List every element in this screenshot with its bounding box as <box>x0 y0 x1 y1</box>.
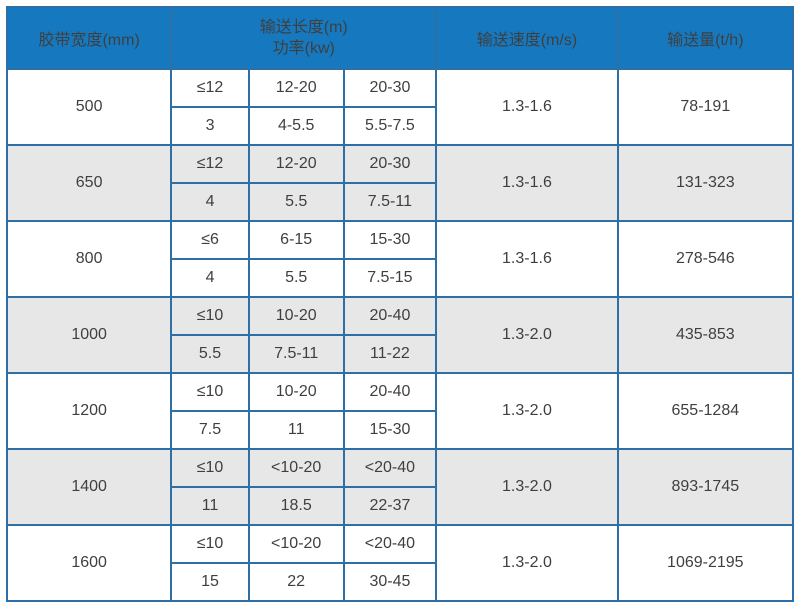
row-group-1000: 1000 ≤10 10-20 20-40 1.3-2.0 435-853 5.5… <box>5 296 795 374</box>
length-cell: ≤10 <box>170 524 250 564</box>
table-row: 1400 ≤10 <10-20 <20-40 1.3-2.0 893-1745 <box>5 448 795 526</box>
power-cell: 30-45 <box>342 562 438 602</box>
power-cell: 5.5 <box>170 334 250 374</box>
length-cell: <20-40 <box>342 448 438 488</box>
power-cell: 11 <box>170 486 250 526</box>
power-cell: 15-30 <box>342 410 438 450</box>
power-cell: 11-22 <box>342 334 438 374</box>
row-group-650: 650 ≤12 12-20 20-30 1.3-1.6 131-323 4 5.… <box>5 144 795 222</box>
power-cell: 4 <box>170 258 250 298</box>
header-capacity: 输送量(t/h) <box>616 6 795 70</box>
row-group-800: 800 ≤6 6-15 15-30 1.3-1.6 278-546 4 5.5 … <box>5 220 795 298</box>
length-cell: 20-40 <box>342 296 438 336</box>
length-cell: ≤10 <box>170 372 250 412</box>
table-row: 11 18.5 22-37 <box>7 486 793 526</box>
power-cell: 11 <box>247 410 345 450</box>
table-row: 5.5 7.5-11 11-22 <box>7 334 793 374</box>
table-row: 1000 ≤10 10-20 20-40 1.3-2.0 435-853 <box>5 296 795 374</box>
table-row: 4 5.5 7.5-11 <box>7 182 793 222</box>
length-cell: 20-30 <box>342 68 438 108</box>
table-header: 胶带宽度(mm) 输送长度(m) 功率(kw) 输送速度(m/s) 输送量(t/… <box>5 6 795 70</box>
length-cell: ≤10 <box>170 296 250 336</box>
speed-cell: 1.3-1.6 <box>435 68 619 146</box>
speed-cell: 1.3-1.6 <box>435 144 619 222</box>
length-cell: 10-20 <box>247 372 345 412</box>
power-cell: 22 <box>247 562 345 602</box>
length-cell: 12-20 <box>247 144 345 184</box>
length-cell: <10-20 <box>247 448 345 488</box>
table-row: 1600 ≤10 <10-20 <20-40 1.3-2.0 1069-2195 <box>5 524 795 602</box>
belt-width-cell: 500 <box>5 68 173 146</box>
length-cell: ≤12 <box>170 68 250 108</box>
table-row: 7.5 11 15-30 <box>7 410 793 450</box>
capacity-cell: 1069-2195 <box>616 524 795 602</box>
power-cell: 4-5.5 <box>247 106 345 146</box>
capacity-cell: 655-1284 <box>616 372 795 450</box>
table-row: 4 5.5 7.5-15 <box>7 258 793 298</box>
header-length-line: 输送长度(m) <box>259 19 348 36</box>
power-cell: 4 <box>170 182 250 222</box>
speed-cell: 1.3-2.0 <box>435 296 619 374</box>
power-cell: 7.5-15 <box>342 258 438 298</box>
length-cell: 20-40 <box>342 372 438 412</box>
length-cell: 10-20 <box>247 296 345 336</box>
belt-width-cell: 1000 <box>5 296 173 374</box>
table-row: 1200 ≤10 10-20 20-40 1.3-2.0 655-1284 <box>5 372 795 450</box>
row-group-500: 500 ≤12 12-20 20-30 1.3-1.6 78-191 3 4-5… <box>5 68 795 146</box>
length-cell: <10-20 <box>247 524 345 564</box>
power-cell: 22-37 <box>342 486 438 526</box>
table-row: 3 4-5.5 5.5-7.5 <box>7 106 793 146</box>
length-cell: ≤12 <box>170 144 250 184</box>
power-cell: 5.5 <box>247 182 345 222</box>
belt-width-cell: 1200 <box>5 372 173 450</box>
power-cell: 5.5-7.5 <box>342 106 438 146</box>
length-cell: <20-40 <box>342 524 438 564</box>
capacity-cell: 131-323 <box>616 144 795 222</box>
table-row: 800 ≤6 6-15 15-30 1.3-1.6 278-546 <box>5 220 795 298</box>
belt-width-cell: 650 <box>5 144 173 222</box>
length-cell: 6-15 <box>247 220 345 260</box>
power-cell: 7.5-11 <box>342 182 438 222</box>
conveyor-spec-table: 胶带宽度(mm) 输送长度(m) 功率(kw) 输送速度(m/s) 输送量(t/… <box>5 6 795 602</box>
table-row: 500 ≤12 12-20 20-30 1.3-1.6 78-191 <box>5 68 795 146</box>
speed-cell: 1.3-1.6 <box>435 220 619 298</box>
length-cell: 15-30 <box>342 220 438 260</box>
capacity-cell: 435-853 <box>616 296 795 374</box>
header-power-line: 功率(kw) <box>272 40 335 57</box>
header-length-power: 输送长度(m) 功率(kw) <box>170 6 438 70</box>
belt-width-cell: 1400 <box>5 448 173 526</box>
power-cell: 15 <box>170 562 250 602</box>
length-cell: ≤6 <box>170 220 250 260</box>
speed-cell: 1.3-2.0 <box>435 524 619 602</box>
row-group-1200: 1200 ≤10 10-20 20-40 1.3-2.0 655-1284 7.… <box>5 372 795 450</box>
row-group-1400: 1400 ≤10 <10-20 <20-40 1.3-2.0 893-1745 … <box>5 448 795 526</box>
belt-width-cell: 800 <box>5 220 173 298</box>
power-cell: 18.5 <box>247 486 345 526</box>
length-cell: 20-30 <box>342 144 438 184</box>
power-cell: 7.5 <box>170 410 250 450</box>
header-speed: 输送速度(m/s) <box>435 6 619 70</box>
length-cell: 12-20 <box>247 68 345 108</box>
speed-cell: 1.3-2.0 <box>435 372 619 450</box>
table-row: 650 ≤12 12-20 20-30 1.3-1.6 131-323 <box>5 144 795 222</box>
capacity-cell: 893-1745 <box>616 448 795 526</box>
capacity-cell: 278-546 <box>616 220 795 298</box>
header-belt-width: 胶带宽度(mm) <box>5 6 173 70</box>
speed-cell: 1.3-2.0 <box>435 448 619 526</box>
belt-width-cell: 1600 <box>5 524 173 602</box>
power-cell: 7.5-11 <box>247 334 345 374</box>
power-cell: 5.5 <box>247 258 345 298</box>
power-cell: 3 <box>170 106 250 146</box>
capacity-cell: 78-191 <box>616 68 795 146</box>
length-cell: ≤10 <box>170 448 250 488</box>
row-group-1600: 1600 ≤10 <10-20 <20-40 1.3-2.0 1069-2195… <box>5 524 795 602</box>
